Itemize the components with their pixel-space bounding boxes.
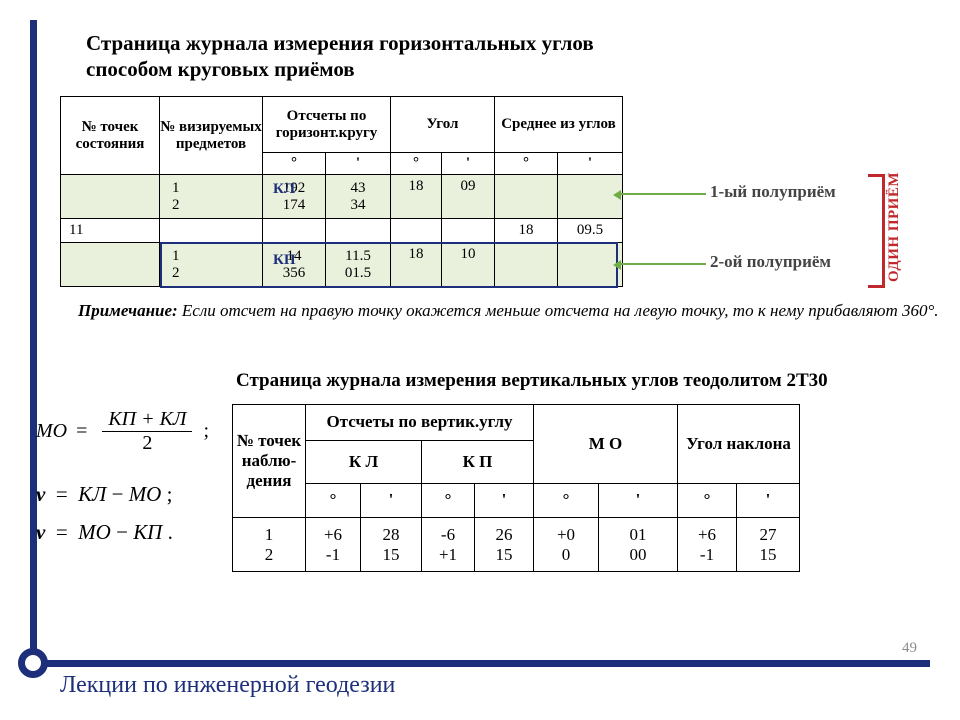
footer-title: Лекции по инженерной геодезии	[60, 672, 395, 699]
kp-row-frame	[160, 242, 618, 288]
subtitle: Страница журнала измерения вертикальных …	[236, 370, 828, 392]
main-title: Страница журнала измерения горизонтальны…	[86, 30, 646, 83]
kl-label: КЛ	[273, 181, 295, 198]
arrow-1	[616, 193, 706, 195]
note-text: Примечание: Если отсчет на правую точку …	[78, 300, 939, 322]
bracket	[868, 174, 885, 288]
t1-h4: Среднее из углов	[495, 97, 623, 153]
formula-mo: MO = КП + КЛ2 ;	[36, 408, 209, 455]
t1-h3: Угол	[391, 97, 495, 153]
t1-h0: № точек состояния	[61, 97, 160, 175]
page-number: 49	[902, 640, 917, 657]
bullet-decor	[18, 648, 48, 678]
formula-v2: ν = МО − КП .	[36, 520, 173, 545]
arrow-2	[616, 263, 706, 265]
vertical-journal-table: № точек наблю-дения Отсчеты по вертик.уг…	[232, 404, 800, 572]
half-reception-2: 2-ой полуприём	[710, 252, 831, 272]
formula-v1: ν = КЛ − МО ;	[36, 482, 172, 507]
t2-c-0: 12	[233, 518, 306, 572]
bracket-label: ОДИН ПРИЁМ	[886, 172, 903, 282]
t1-h2: Отсчеты по горизонт.кругу	[263, 97, 391, 153]
t1-h1: № визируемых предметов	[160, 97, 263, 175]
half-reception-1: 1-ый полуприём	[710, 182, 836, 202]
